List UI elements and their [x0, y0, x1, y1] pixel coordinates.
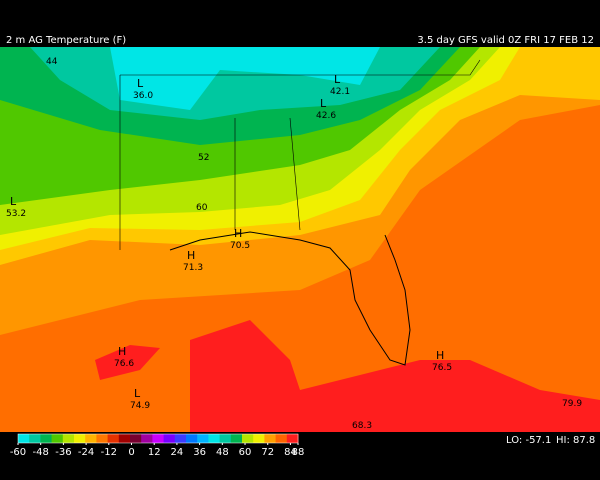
colorbar-frame: [17, 433, 299, 444]
band: [95, 345, 160, 380]
temperature-label: 74.9: [130, 401, 150, 411]
colorbar-tick-label: -24: [78, 447, 94, 458]
colorbar-tick-label: 24: [171, 447, 184, 458]
colorbar-tick-label: 0: [128, 447, 134, 458]
pressure-symbol: L: [334, 73, 341, 86]
colorbar-swatch: [118, 434, 131, 443]
colorbar-swatch: [40, 434, 53, 443]
band: [110, 47, 380, 110]
pressure-symbol: H: [436, 349, 444, 362]
colorbar-swatch: [264, 434, 277, 443]
temperature-label: 76.6: [114, 359, 134, 369]
title: 2 m AG Temperature (F): [6, 35, 126, 46]
temperature-label: 42.6: [316, 111, 336, 121]
temperature-label: 76.5: [432, 363, 452, 373]
colorbar-swatch: [163, 434, 176, 443]
map: [0, 47, 600, 432]
pressure-symbol: H: [187, 249, 195, 262]
map-labels: 44L36.0L42.1L42.652L53.260H70.5H71.3H76.…: [6, 57, 582, 431]
colorbar-swatch: [253, 434, 265, 443]
colorbar-swatch: [219, 434, 232, 443]
colorbar-swatch: [74, 434, 86, 443]
colorbar-tick-label: 12: [148, 447, 161, 458]
colorbar-tick-label: 84: [284, 447, 297, 458]
colorbar-tick-label: 72: [261, 447, 274, 458]
temperature-label: 79.9: [562, 399, 582, 409]
colorbar-swatch: [152, 434, 165, 443]
colorbar-swatch: [18, 434, 30, 443]
pressure-symbol: L: [134, 387, 141, 400]
colorbar-tick-label: -12: [101, 447, 117, 458]
colorbar-swatch: [62, 434, 75, 443]
state-lines: [289, 117, 301, 231]
temperature-label: 44: [46, 57, 58, 67]
colorbar-swatch: [286, 434, 299, 443]
pressure-symbol: L: [10, 195, 17, 208]
temperature-label: 52: [198, 153, 209, 163]
coastline: [169, 231, 411, 366]
pressure-symbol: H: [118, 345, 126, 358]
temperature-label: 53.2: [6, 209, 26, 219]
temperature-label: 68.3: [352, 421, 372, 431]
temperature-label: 70.5: [230, 241, 250, 251]
state-lines: [120, 59, 481, 76]
colorbar-tick-label: 48: [216, 447, 229, 458]
colorbar-tick-label: -36: [55, 447, 71, 458]
high-value: HI: 87.8: [556, 435, 595, 446]
colorbar-swatch: [51, 434, 64, 443]
colorbar-swatch: [107, 434, 120, 443]
colorbar-swatch: [96, 434, 109, 443]
temperature-label: 60: [196, 203, 208, 213]
valid-time: 3.5 day GFS valid 0Z FRI 17 FEB 12: [417, 35, 594, 46]
colorbar-swatch: [242, 434, 254, 443]
pressure-symbol: L: [320, 97, 327, 110]
colorbar-swatch: [130, 434, 142, 443]
colorbar-swatch: [85, 434, 97, 443]
temperature-label: 36.0: [133, 91, 153, 101]
colorbar-tick-label: -48: [33, 447, 49, 458]
colorbar-tick-label: 88: [292, 447, 305, 458]
temperature-label: 42.1: [330, 87, 350, 97]
colorbar-swatch: [174, 434, 187, 443]
pressure-symbol: L: [137, 77, 144, 90]
colorbar-swatch: [208, 434, 221, 443]
colorbar-swatch: [141, 434, 153, 443]
colorbar-tick-label: -60: [10, 447, 26, 458]
colorbar-tick-label: 36: [193, 447, 206, 458]
colorbar-swatch: [186, 434, 198, 443]
colorbar-tick-label: 60: [239, 447, 252, 458]
colorbar-swatch: [29, 434, 41, 443]
temperature-label: 71.3: [183, 263, 203, 273]
colorbar-swatch: [275, 434, 288, 443]
low-value: LO: -57.1: [506, 435, 551, 446]
pressure-symbol: H: [234, 227, 242, 240]
colorbar-swatch: [230, 434, 243, 443]
colorbar-swatch: [197, 434, 209, 443]
band: [190, 320, 600, 432]
